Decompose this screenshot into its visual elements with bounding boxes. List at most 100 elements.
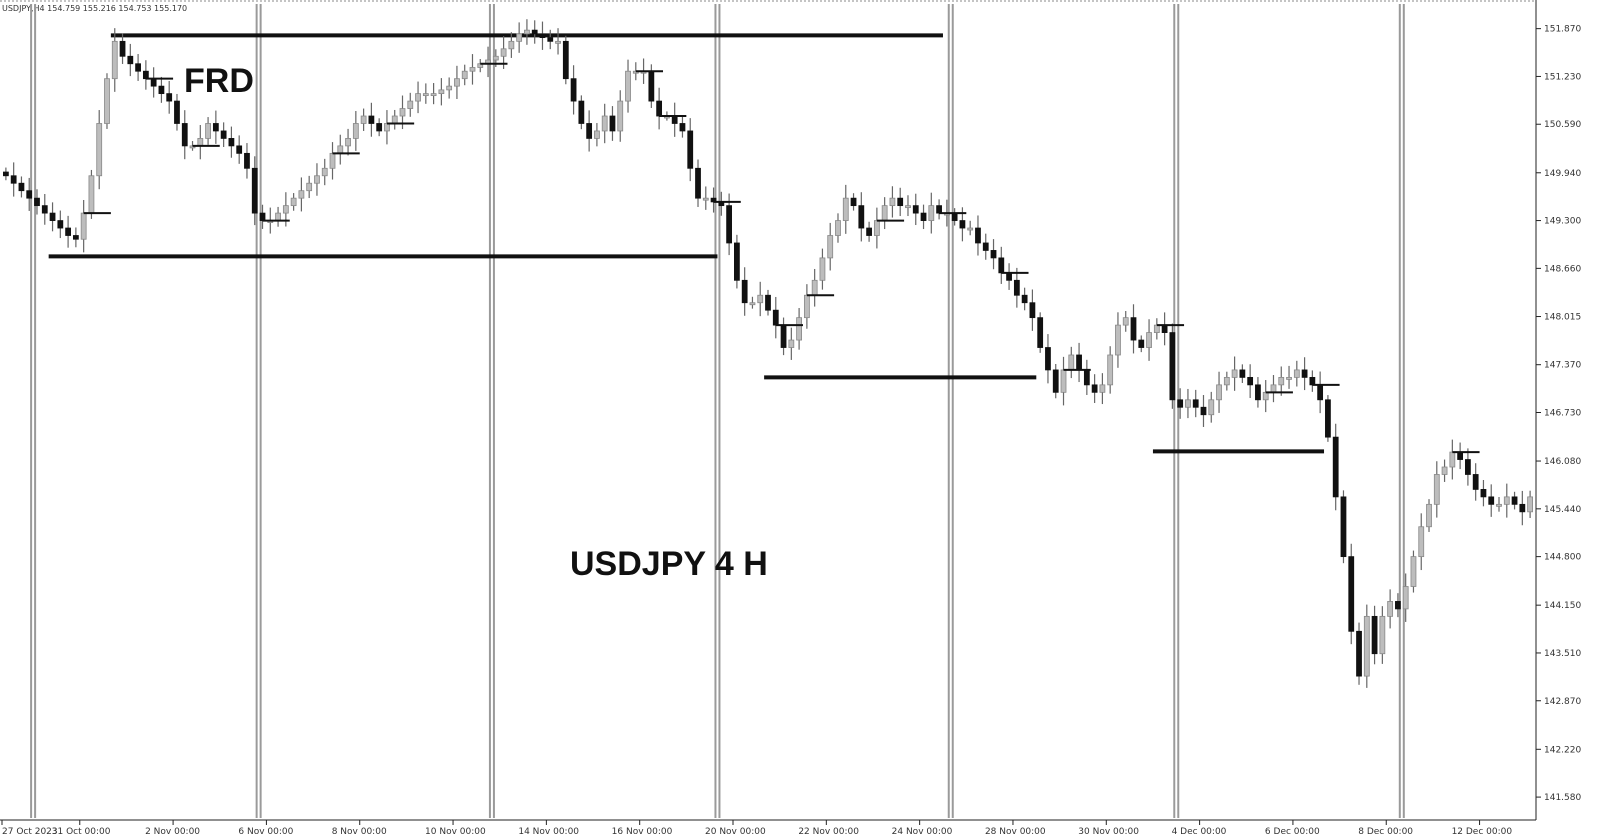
candle-body [772, 309, 779, 326]
candle-93 [726, 193, 733, 256]
candle-body [967, 227, 974, 231]
candle-20 [158, 76, 165, 103]
candle-body [687, 130, 694, 169]
candle-114 [889, 186, 896, 218]
candle-45 [352, 111, 359, 151]
candle-body [1503, 496, 1510, 505]
candle-body [1223, 376, 1230, 386]
candle-160 [1247, 364, 1254, 399]
candle-155 [1208, 391, 1215, 423]
candle-body [384, 123, 390, 132]
candle-body [835, 220, 841, 236]
candle-193 [1503, 483, 1510, 518]
candle-body [1278, 376, 1285, 386]
candle-106 [827, 222, 834, 271]
candle-body [314, 175, 320, 184]
candle-body [531, 29, 538, 35]
candle-body [1185, 399, 1191, 408]
candle-132 [1029, 289, 1036, 331]
candle-89 [695, 159, 701, 207]
candle-body [244, 152, 250, 169]
candle-body [555, 40, 561, 44]
candle-body [1472, 474, 1479, 490]
candle-body [920, 212, 927, 221]
candle-189 [1472, 463, 1479, 501]
candle-179 [1395, 593, 1401, 618]
candle-177 [1379, 606, 1386, 664]
candle-body [796, 317, 802, 341]
candle-body [1457, 451, 1464, 460]
candle-body [516, 33, 523, 42]
candle-23 [181, 110, 188, 160]
chart-title: USDJPY 4 H [570, 545, 768, 583]
candle-body [282, 205, 289, 214]
candle-body [975, 227, 981, 244]
candle-body [1325, 399, 1331, 438]
candle-body [329, 152, 336, 169]
candle-145 [1130, 304, 1137, 354]
price-tick-label-11: 144.800 [1544, 553, 1581, 563]
time-tick-label-2: 2 Nov 00:00 [145, 827, 200, 837]
candle-body [197, 138, 204, 147]
candle-1 [10, 162, 17, 197]
candle-195 [1519, 490, 1526, 526]
candle-body [1247, 376, 1254, 386]
candle-body [150, 78, 157, 87]
candle-body [1006, 272, 1012, 281]
candle-127 [990, 239, 997, 270]
candle-134 [1045, 334, 1051, 384]
candle-44 [345, 128, 351, 156]
candle-body [1511, 496, 1518, 505]
candle-192 [1496, 497, 1502, 512]
time-tick-label-11: 28 Nov 00:00 [985, 827, 1046, 837]
candle-26 [205, 117, 211, 145]
candle-body [415, 93, 421, 102]
candle-body [119, 40, 126, 57]
candle-190 [1480, 479, 1487, 507]
candle-body [1099, 384, 1106, 393]
candle-75 [586, 110, 593, 152]
candle-body [399, 108, 406, 117]
candle-body [72, 235, 79, 240]
candle-124 [967, 220, 974, 236]
candle-body [547, 37, 554, 42]
candle-157 [1223, 371, 1230, 391]
candle-146 [1138, 335, 1145, 353]
candle-22 [174, 93, 180, 131]
candle-54 [422, 83, 429, 104]
candle-body [1286, 376, 1292, 380]
candle-102 [796, 308, 802, 350]
candle-body [1208, 399, 1215, 416]
candle-body [275, 212, 281, 221]
candle-96 [749, 296, 756, 309]
candle-181 [1410, 550, 1417, 593]
candle-body [671, 115, 678, 124]
candle-body [1270, 384, 1277, 393]
price-tick-label-2: 150.590 [1544, 120, 1581, 130]
candle-182 [1418, 513, 1425, 571]
candle-body [897, 197, 904, 207]
candle-body [819, 257, 826, 281]
candle-body [1301, 369, 1308, 378]
candle-191 [1488, 484, 1495, 517]
candle-11 [88, 169, 95, 219]
candle-body [1231, 369, 1238, 378]
candle-body [205, 123, 211, 139]
candle-109 [850, 193, 857, 211]
candlestick-series [2, 19, 1534, 688]
candle-body [430, 93, 437, 97]
price-tick-label-8: 146.730 [1544, 408, 1581, 418]
candle-105 [819, 248, 826, 290]
candle-body [936, 205, 942, 214]
candle-body [298, 190, 305, 199]
candle-167 [1301, 357, 1308, 391]
price-tick-label-0: 151.870 [1544, 25, 1581, 35]
time-tick-label-8: 20 Nov 00:00 [705, 827, 766, 837]
candle-body [80, 212, 87, 240]
candle-21 [166, 80, 173, 114]
price-tick-label-1: 151.230 [1544, 72, 1581, 82]
candle-7 [57, 210, 64, 239]
candle-body [539, 33, 546, 39]
